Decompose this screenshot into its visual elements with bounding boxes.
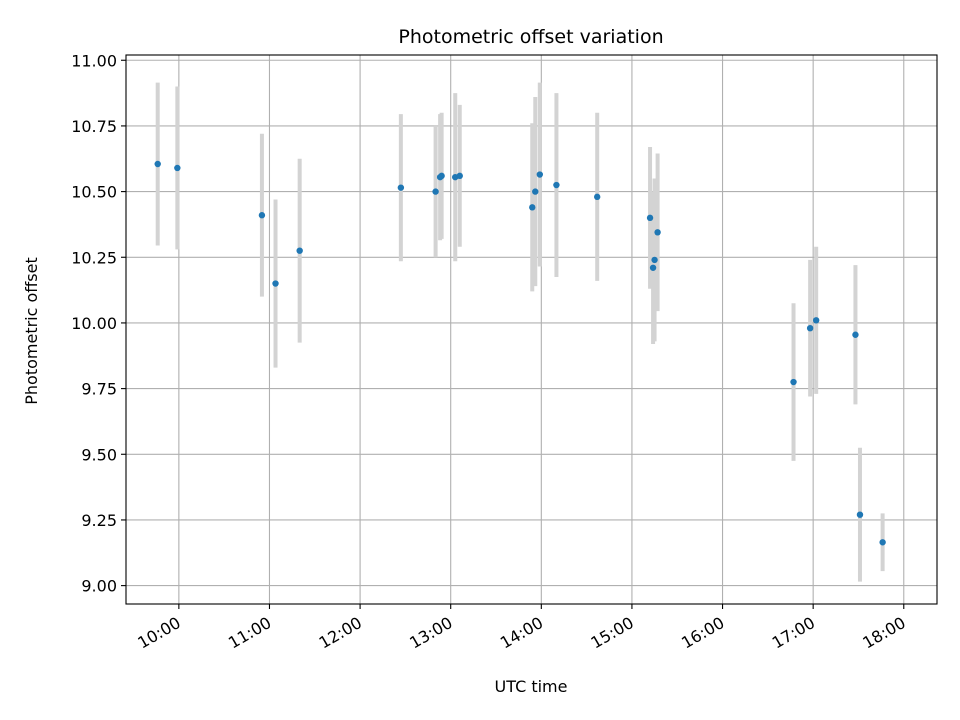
chart-title: Photometric offset variation [398, 26, 663, 48]
y-tick-label: 11.00 [71, 51, 117, 70]
data-point [529, 204, 536, 211]
x-tick-label: 11:00 [225, 613, 274, 653]
y-tick-label: 10.50 [71, 183, 117, 202]
data-point [593, 193, 601, 201]
data-point [536, 171, 544, 178]
data-point [258, 212, 266, 219]
data-point [790, 378, 797, 386]
y-tick-label: 10.00 [71, 314, 117, 333]
data-point [532, 188, 539, 195]
data-point [852, 331, 859, 338]
x-tick-label: 12:00 [316, 613, 365, 653]
y-tick-label: 9.25 [81, 511, 117, 530]
data-point [649, 264, 657, 271]
x-tick-label: 16:00 [678, 613, 727, 653]
x-tick-label: 10:00 [134, 613, 183, 653]
data-point [174, 164, 181, 172]
data-point [432, 188, 439, 195]
data-point [456, 172, 463, 180]
x-tick-label: 17:00 [769, 613, 818, 653]
data-point [296, 247, 303, 254]
data-point [397, 184, 405, 191]
data-point [651, 256, 658, 264]
y-tick-label: 9.75 [81, 380, 117, 399]
plot-frame [125, 54, 938, 605]
error-bars [155, 82, 885, 582]
x-tick-label: 14:00 [497, 613, 546, 653]
y-axis-label: Photometric offset [22, 257, 41, 405]
y-tick-label: 9.00 [81, 577, 117, 596]
x-tick-label: 15:00 [587, 613, 636, 653]
data-point [654, 229, 661, 236]
data-point [856, 511, 864, 518]
y-tick-label: 10.25 [71, 248, 117, 267]
y-tick-label: 9.50 [81, 445, 117, 464]
data-point [272, 280, 279, 287]
y-tick-label: 10.75 [71, 117, 117, 136]
data-point [879, 539, 886, 546]
data-points [154, 160, 886, 546]
data-point [553, 181, 560, 189]
y-axis-ticks: 9.00 9.25 9.50 9.75 10.00 10.25 10.50 10.75 11.0… [71, 51, 126, 596]
data-point [154, 160, 161, 168]
x-tick-label: 13:00 [406, 613, 455, 653]
data-point [646, 214, 654, 222]
data-point [438, 172, 445, 180]
x-tick-label: 18:00 [859, 613, 908, 653]
data-point [812, 317, 820, 324]
x-axis-ticks: 10:00 11:00 12:00 13:00 14:00 15:00 16:00 17:00… [134, 604, 909, 653]
data-point [806, 324, 814, 332]
x-axis-label: UTC time [495, 677, 568, 696]
